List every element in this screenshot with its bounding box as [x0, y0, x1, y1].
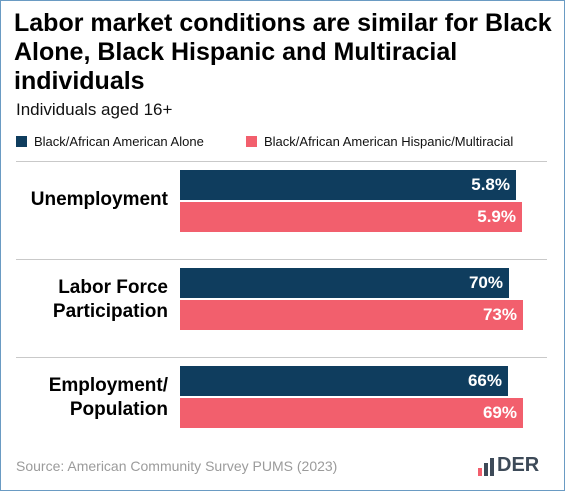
bar-employment-population-series-1: 66%	[180, 366, 508, 396]
category-label-employment-population: Employment/Population	[48, 375, 168, 420]
bar-value-label: 73%	[482, 305, 517, 324]
category-group-employment-population: Employment/Population 66% 69%	[0, 357, 565, 445]
bar-value-label: 70%	[468, 273, 503, 292]
bar-labor-force-participation-series-1: 70%	[180, 268, 509, 298]
bar-unemployment-series-1: 5.8%	[180, 170, 516, 200]
category-group-labor-force-participation: Labor Force Participation 70% 73%	[0, 259, 565, 347]
group-divider	[16, 357, 547, 358]
der-logo: DER	[478, 454, 539, 476]
legend-swatch-series-1	[16, 135, 27, 147]
category-label-unemployment: Unemployment	[30, 189, 168, 210]
legend-label-series-2: Black/African American Hispanic/Multirac…	[264, 133, 514, 149]
chart-subtitle: Individuals aged 16+	[16, 100, 173, 119]
legend-item-series-2: Black/African American Hispanic/Multirac…	[246, 133, 513, 149]
bar-value-label: 69%	[482, 403, 517, 422]
group-divider	[16, 161, 547, 162]
legend-item-series-1: Black/African American Alone	[16, 133, 204, 149]
legend-label-series-1: Black/African American Alone	[34, 133, 204, 149]
bar-value-label: 5.9%	[477, 207, 516, 226]
bar-chart-icon	[478, 458, 494, 476]
bar-labor-force-participation-series-2: 73%	[180, 300, 523, 330]
bar-value-label: 66%	[467, 371, 502, 390]
source-note: Source: American Community Survey PUMS (…	[16, 458, 338, 474]
chart-title: Labor market conditions are similar for …	[14, 9, 552, 95]
bar-value-label: 5.8%	[471, 175, 510, 194]
logo-text: DER	[497, 454, 540, 476]
group-divider	[16, 259, 547, 260]
category-group-unemployment: Unemployment 5.8% 5.9%	[0, 161, 565, 249]
legend-swatch-series-2	[246, 135, 257, 147]
category-label-labor-force-participation: Labor Force Participation	[52, 277, 168, 322]
bar-unemployment-series-2: 5.9%	[180, 202, 522, 232]
bar-employment-population-series-2: 69%	[180, 398, 523, 428]
